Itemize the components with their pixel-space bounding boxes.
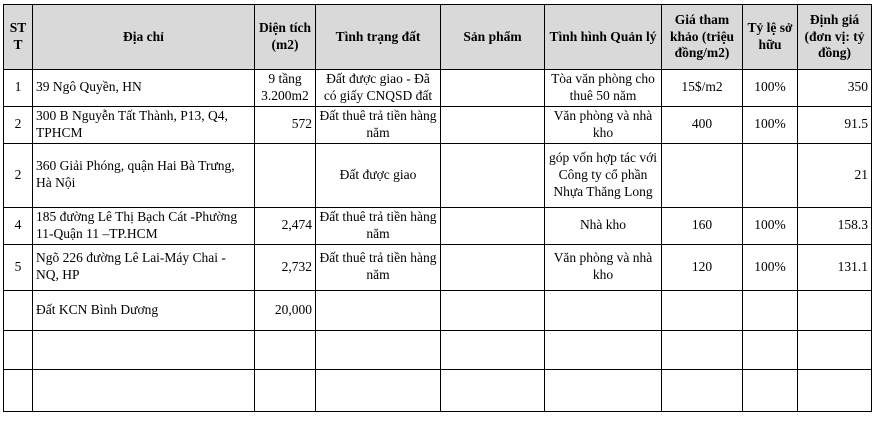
table-cell: Đất KCN Bình Dương xyxy=(32,289,255,331)
table-cell xyxy=(3,368,33,412)
table-cell: 360 Giải Phóng, quận Hai Bà Trưng, Hà Nộ… xyxy=(32,142,255,208)
table-cell: 120 xyxy=(661,243,743,291)
table-cell xyxy=(797,368,872,412)
table-cell xyxy=(544,289,662,331)
table-cell: 400 xyxy=(661,105,743,144)
table-row: 2 300 B Nguyễn Tất Thành, P13, Q4, TPHCM 5… xyxy=(3,105,872,144)
table-cell xyxy=(315,289,441,331)
table-cell xyxy=(254,142,316,208)
table-cell: 2,474 xyxy=(254,206,316,245)
table-cell: 91.5 xyxy=(797,105,872,144)
table-cell: 160 xyxy=(661,206,743,245)
table-cell: 21 xyxy=(797,142,872,208)
table-cell xyxy=(3,289,33,331)
table-cell: Nhà kho xyxy=(544,206,662,245)
table-row: Đất KCN Bình Dương 20,000 xyxy=(3,289,872,331)
column-header: Sản phẩm xyxy=(440,4,545,70)
table-cell: 15$/m2 xyxy=(661,69,743,107)
column-header: Tỷ lệ sở hữu xyxy=(742,4,798,70)
table-cell xyxy=(3,329,33,370)
table-cell: 100% xyxy=(742,69,798,107)
table-cell: 350 xyxy=(797,69,872,107)
table-cell xyxy=(315,368,441,412)
table-cell: 158.3 xyxy=(797,206,872,245)
table-cell xyxy=(32,368,255,412)
table-cell: 4 xyxy=(3,206,33,245)
table-cell xyxy=(254,329,316,370)
table-cell: góp vốn hợp tác với Công ty cổ phần Nhựa… xyxy=(544,142,662,208)
table-cell: 131.1 xyxy=(797,243,872,291)
table-cell xyxy=(797,289,872,331)
table-cell xyxy=(440,142,545,208)
table-cell: 2 xyxy=(3,142,33,208)
column-header: Tình trạng đất xyxy=(315,4,441,70)
table-row xyxy=(3,329,872,370)
table-cell: Tòa văn phòng cho thuê 50 năm xyxy=(544,69,662,107)
column-header: STT xyxy=(3,4,33,70)
table-cell: 100% xyxy=(742,243,798,291)
table-cell xyxy=(440,69,545,107)
table-cell xyxy=(32,329,255,370)
table-row xyxy=(3,368,872,412)
column-header: Định giá (đơn vị: tỷ đồng) xyxy=(797,4,872,70)
table-cell xyxy=(440,329,545,370)
header-row: STT Địa chỉ Diện tích (m2) Tình trạng đất Sả… xyxy=(3,4,872,70)
table-cell: Đất được giao xyxy=(315,142,441,208)
table-cell: Đất thuê trả tiền hàng năm xyxy=(315,243,441,291)
table-cell xyxy=(661,289,743,331)
table-cell xyxy=(742,329,798,370)
table-cell: Văn phòng và nhà kho xyxy=(544,105,662,144)
table-cell: Đất thuê trả tiền hàng năm xyxy=(315,206,441,245)
table-header: STT Địa chỉ Diện tích (m2) Tình trạng đất Sả… xyxy=(3,4,872,70)
table-cell xyxy=(440,206,545,245)
table-cell xyxy=(661,368,743,412)
table-cell: 20,000 xyxy=(254,289,316,331)
table-cell: 2,732 xyxy=(254,243,316,291)
table-row: 1 39 Ngô Quyền, HN 9 tầng 3.200m2 Đất được … xyxy=(3,69,872,107)
column-header: Địa chỉ xyxy=(32,4,255,70)
table-cell xyxy=(440,243,545,291)
table-body: 1 39 Ngô Quyền, HN 9 tầng 3.200m2 Đất được … xyxy=(3,69,872,412)
table-cell xyxy=(742,289,798,331)
table-cell: 100% xyxy=(742,105,798,144)
table-cell xyxy=(742,142,798,208)
table-cell: 185 đường Lê Thị Bạch Cát -Phường 11-Quậ… xyxy=(32,206,255,245)
table-cell xyxy=(797,329,872,370)
table-cell: Văn phòng và nhà kho xyxy=(544,243,662,291)
table-cell: Đất thuê trả tiền hàng năm xyxy=(315,105,441,144)
table-row: 2 360 Giải Phóng, quận Hai Bà Trưng, Hà N… xyxy=(3,142,872,208)
table-cell: 9 tầng 3.200m2 xyxy=(254,69,316,107)
table-cell xyxy=(440,105,545,144)
table-cell xyxy=(315,329,441,370)
table-cell: Đất được giao - Đã có giấy CNQSD đất xyxy=(315,69,441,107)
table-cell xyxy=(742,368,798,412)
table-cell: Ngõ 226 đường Lê Lai-Máy Chai - NQ, HP xyxy=(32,243,255,291)
table-cell: 100% xyxy=(742,206,798,245)
table-row: 5 Ngõ 226 đường Lê Lai-Máy Chai - NQ, HP 2… xyxy=(3,243,872,291)
table-cell: 1 xyxy=(3,69,33,107)
table-cell: 572 xyxy=(254,105,316,144)
column-header: Diện tích (m2) xyxy=(254,4,316,70)
table-cell: 39 Ngô Quyền, HN xyxy=(32,69,255,107)
column-header: Tình hình Quản lý xyxy=(544,4,662,70)
column-header: Giá tham khảo (triệu đồng/m2) xyxy=(661,4,743,70)
table-cell xyxy=(254,368,316,412)
property-valuation-table: STT Địa chỉ Diện tích (m2) Tình trạng đất Sả… xyxy=(3,4,872,412)
table-cell: 2 xyxy=(3,105,33,144)
table-cell: 5 xyxy=(3,243,33,291)
table-cell xyxy=(544,329,662,370)
table-cell xyxy=(440,368,545,412)
table-row: 4 185 đường Lê Thị Bạch Cát -Phường 11-Qu… xyxy=(3,206,872,245)
table-cell xyxy=(440,289,545,331)
table-cell xyxy=(661,329,743,370)
table-cell: 300 B Nguyễn Tất Thành, P13, Q4, TPHCM xyxy=(32,105,255,144)
table-cell xyxy=(661,142,743,208)
table-cell xyxy=(544,368,662,412)
